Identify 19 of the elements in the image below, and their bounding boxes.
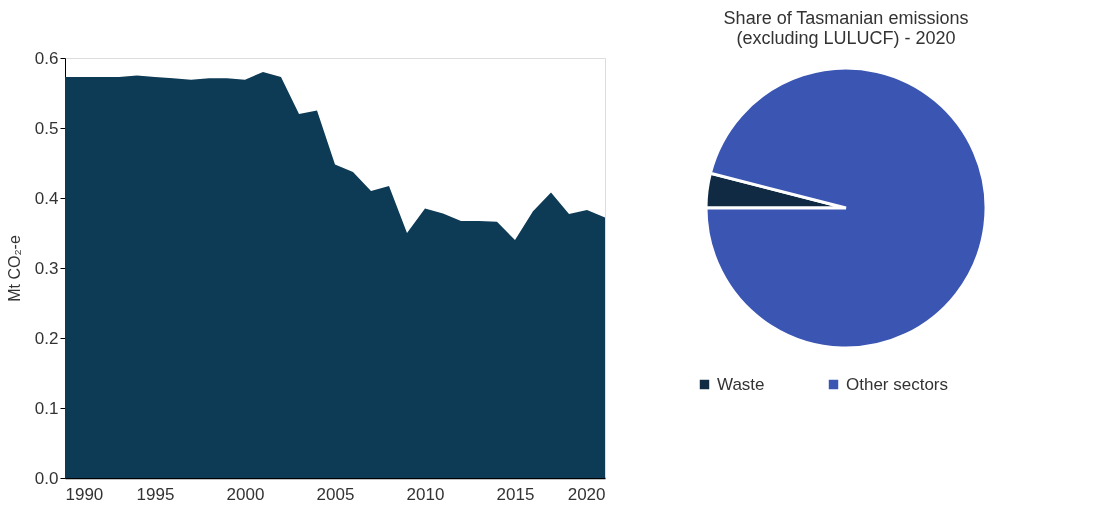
x-tick-label: 2020 — [567, 484, 606, 504]
y-tick-label: 0.1 — [34, 398, 59, 418]
x-tick-label: 2005 — [316, 484, 355, 504]
y-tick-label: 0.6 — [34, 48, 59, 68]
y-tick-label: 0.3 — [34, 258, 59, 278]
y-tick-label: 0.2 — [34, 328, 59, 348]
x-tick-label: 2015 — [496, 484, 535, 504]
legend-label: Waste — [717, 374, 765, 394]
x-tick-label: 1995 — [136, 484, 175, 504]
y-tick-label: 0.4 — [34, 188, 59, 208]
legend-label: Other sectors — [846, 374, 949, 394]
x-tick-label: 2010 — [406, 484, 445, 504]
x-tick-label: 1990 — [65, 484, 104, 504]
y-axis-title: Mt CO₂-e — [5, 235, 23, 302]
chart-title: Share of Tasmanian emissions (excluding LULUCF) - 2020 — [723, 8, 969, 48]
y-tick-label: 0.5 — [34, 118, 59, 138]
pie-slice — [704, 66, 988, 350]
y-tick-label: 0.0 — [34, 468, 59, 488]
x-tick-label: 2000 — [226, 484, 265, 504]
